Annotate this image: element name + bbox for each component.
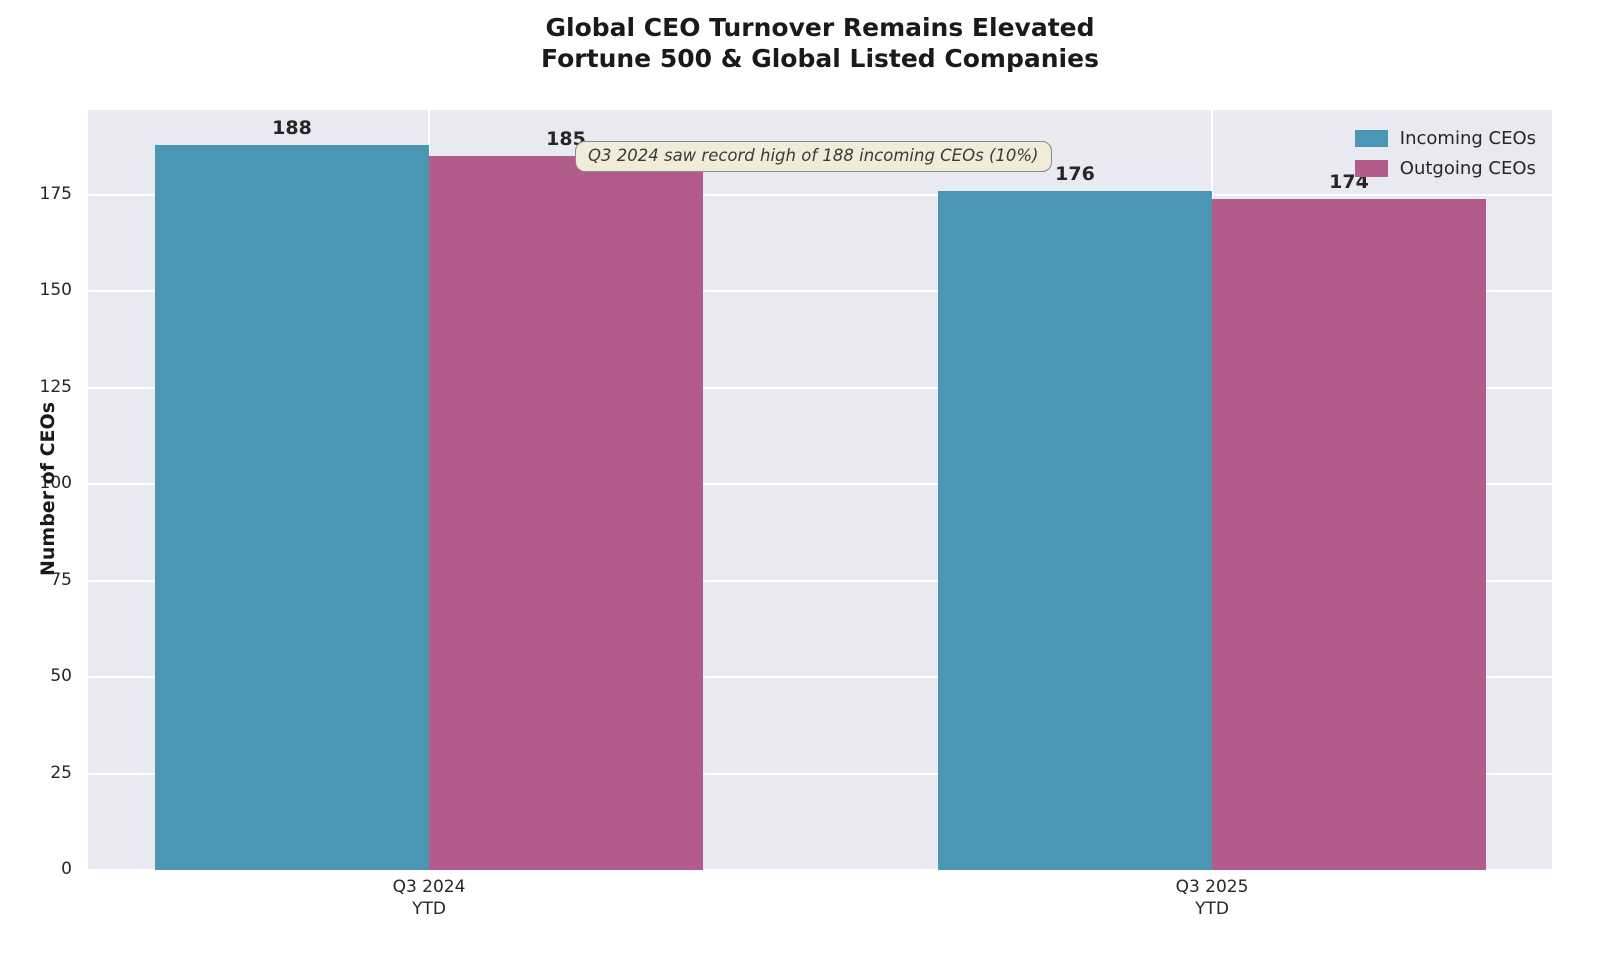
bar-value-label: 188 bbox=[272, 116, 312, 139]
chart-title-line1: Global CEO Turnover Remains Elevated bbox=[545, 13, 1095, 42]
chart-title-line2: Fortune 500 & Global Listed Companies bbox=[541, 44, 1099, 73]
legend-item: Incoming CEOs bbox=[1354, 128, 1536, 149]
y-tick-label: 175 bbox=[39, 183, 72, 204]
y-axis-ticks: 0 25 50 75 100 125 150 175 bbox=[0, 110, 80, 879]
annotation-box: Q3 2024 saw record high of 188 incoming … bbox=[575, 141, 1052, 172]
bar-outgoing-ceos bbox=[429, 156, 703, 870]
bar-value-label: 176 bbox=[1055, 163, 1095, 186]
gridline-h bbox=[88, 869, 1552, 871]
y-tick-label: 25 bbox=[50, 762, 72, 783]
y-tick-label: 50 bbox=[50, 666, 72, 687]
bar-outgoing-ceos bbox=[1212, 198, 1486, 870]
legend-label: Incoming CEOs bbox=[1399, 128, 1536, 149]
y-tick-label: 100 bbox=[39, 473, 72, 494]
x-tick-label: Q3 2025 YTD bbox=[1102, 876, 1322, 920]
legend-swatch bbox=[1354, 160, 1388, 177]
bar-incoming-ceos bbox=[938, 191, 1212, 870]
gridline-h bbox=[88, 579, 1552, 582]
y-tick-label: 75 bbox=[50, 569, 72, 590]
y-tick-label: 150 bbox=[39, 280, 72, 301]
x-tick-line: YTD bbox=[412, 899, 446, 919]
x-tick-line: Q3 2024 bbox=[392, 877, 466, 897]
x-tick-line: YTD bbox=[1195, 899, 1229, 919]
y-tick-label: 125 bbox=[39, 376, 72, 397]
x-tick-line: Q3 2025 bbox=[1175, 877, 1249, 897]
gridline-h bbox=[88, 290, 1552, 293]
legend-swatch bbox=[1354, 130, 1388, 147]
gridline-h bbox=[88, 772, 1552, 775]
bar-incoming-ceos bbox=[155, 144, 429, 870]
x-tick-label: Q3 2024 YTD bbox=[319, 876, 539, 920]
y-tick-label: 0 bbox=[61, 859, 72, 879]
gridline-h bbox=[88, 483, 1552, 486]
chart-title: Global CEO Turnover Remains Elevated For… bbox=[88, 12, 1552, 74]
plot-area: 188 185 176 174 Incoming CEOs Outgoing CEOs … bbox=[88, 110, 1552, 871]
gridline-h bbox=[88, 386, 1552, 389]
x-axis-ticks: Q3 2024 YTD Q3 2025 YTD bbox=[88, 876, 1552, 946]
gridline-h bbox=[88, 676, 1552, 679]
legend: Incoming CEOs Outgoing CEOs bbox=[1354, 128, 1536, 179]
gridline-h bbox=[88, 193, 1552, 196]
legend-label: Outgoing CEOs bbox=[1399, 158, 1536, 179]
legend-item: Outgoing CEOs bbox=[1354, 158, 1536, 179]
